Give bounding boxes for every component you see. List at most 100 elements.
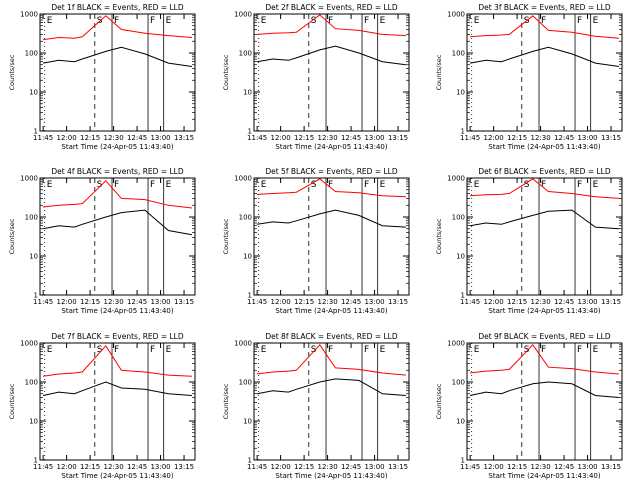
marker-label-f: F bbox=[328, 180, 333, 190]
x-tick-label: 12:15 bbox=[80, 298, 100, 306]
x-tick-label: 12:30 bbox=[103, 463, 123, 471]
series-line-events bbox=[43, 209, 192, 236]
panel-9: Det 9f BLACK = Events, RED = LLD E S F F E 1 10… bbox=[435, 332, 623, 480]
plot-frame bbox=[253, 342, 410, 461]
y-tick-label: 100 bbox=[452, 379, 465, 387]
x-tick-label: 12:15 bbox=[294, 463, 314, 471]
x-tick-label: 13:15 bbox=[388, 134, 408, 142]
x-tick-label: 13:15 bbox=[601, 463, 621, 471]
x-tick-label: 13:00 bbox=[364, 463, 384, 471]
series-line-events bbox=[469, 381, 619, 398]
y-tick-label: 10 bbox=[456, 253, 465, 261]
x-tick-label: 13:00 bbox=[577, 134, 597, 142]
x-tick-label: 13:15 bbox=[174, 298, 194, 306]
x-tick-label: 12:45 bbox=[341, 463, 361, 471]
panel-title: Det 7f BLACK = Events, RED = LLD bbox=[51, 332, 184, 341]
x-tick-label: 12:00 bbox=[57, 463, 77, 471]
x-tick-label: 12:15 bbox=[507, 134, 527, 142]
y-axis-label: Counts/sec bbox=[222, 54, 230, 90]
x-tick-label: 12:45 bbox=[341, 298, 361, 306]
y-tick-label: 100 bbox=[239, 50, 252, 58]
series-line-events bbox=[42, 381, 192, 396]
panel-title: Det 2f BLACK = Events, RED = LLD bbox=[265, 3, 398, 12]
x-tick-label: 12:30 bbox=[103, 134, 123, 142]
x-tick-label: 11:45 bbox=[33, 298, 53, 306]
panel-title: Det 6f BLACK = Events, RED = LLD bbox=[478, 167, 611, 176]
marker-label-e: E bbox=[593, 16, 599, 26]
y-axis-label: Counts/sec bbox=[8, 218, 16, 254]
x-tick-label: 12:45 bbox=[554, 134, 574, 142]
panel-7: Det 7f BLACK = Events, RED = LLD E S F F E 1 10… bbox=[8, 332, 196, 480]
x-tick-label: 11:45 bbox=[460, 463, 480, 471]
panel-2: Det 2f BLACK = Events, RED = LLD E S F F E 1 10… bbox=[222, 3, 410, 151]
x-tick-label: 12:00 bbox=[271, 298, 291, 306]
marker-label-f: F bbox=[541, 345, 546, 355]
x-tick-label: 13:00 bbox=[577, 463, 597, 471]
x-tick-label: 12:30 bbox=[317, 463, 337, 471]
plot-frame bbox=[39, 13, 196, 132]
plot-frame bbox=[466, 342, 623, 461]
panel-6: Det 6f BLACK = Events, RED = LLD E S F F E 1 10… bbox=[435, 167, 623, 315]
panel-5: Det 5f BLACK = Events, RED = LLD E S F F E 1 10… bbox=[222, 167, 410, 315]
marker-label-e: E bbox=[261, 16, 267, 26]
series-line-lld bbox=[43, 180, 192, 209]
x-tick-label: 11:45 bbox=[460, 298, 480, 306]
plot-frame bbox=[466, 13, 623, 132]
marker-label-e: E bbox=[166, 345, 172, 355]
marker-label-f: F bbox=[114, 16, 119, 26]
x-axis-label: Start Time (24-Apr-05 11:43:40) bbox=[275, 307, 387, 315]
y-tick-label: 1000 bbox=[20, 175, 38, 183]
y-tick-label: 1000 bbox=[234, 175, 252, 183]
x-tick-label: 13:15 bbox=[388, 463, 408, 471]
marker-label-s: S bbox=[97, 180, 103, 190]
y-axis-label: Counts/sec bbox=[222, 218, 230, 254]
marker-label-f: F bbox=[577, 345, 582, 355]
y-tick-label: 1 bbox=[461, 292, 465, 300]
panel-8: Det 8f BLACK = Events, RED = LLD E S F F E 1 10… bbox=[222, 332, 410, 480]
y-tick-label: 1000 bbox=[447, 11, 465, 19]
x-tick-label: 12:15 bbox=[294, 134, 314, 142]
y-tick-label: 100 bbox=[25, 214, 38, 222]
y-tick-label: 10 bbox=[243, 89, 252, 97]
x-tick-label: 12:45 bbox=[127, 134, 147, 142]
x-tick-label: 12:00 bbox=[57, 134, 77, 142]
marker-label-e: E bbox=[166, 16, 172, 26]
marker-label-e: E bbox=[380, 180, 386, 190]
plot-frame bbox=[39, 342, 196, 461]
x-tick-label: 13:15 bbox=[601, 298, 621, 306]
series-line-lld bbox=[257, 343, 406, 376]
x-axis-label: Start Time (24-Apr-05 11:43:40) bbox=[275, 472, 387, 480]
y-axis-label: Counts/sec bbox=[435, 383, 443, 419]
marker-label-e: E bbox=[593, 180, 599, 190]
x-tick-label: 13:00 bbox=[150, 134, 170, 142]
marker-label-f: F bbox=[150, 180, 155, 190]
x-tick-label: 12:45 bbox=[127, 463, 147, 471]
x-tick-label: 11:45 bbox=[247, 134, 267, 142]
y-tick-label: 100 bbox=[452, 214, 465, 222]
panel-title: Det 5f BLACK = Events, RED = LLD bbox=[265, 167, 398, 176]
marker-label-s: S bbox=[311, 180, 317, 190]
series-line-lld bbox=[470, 344, 619, 375]
y-tick-label: 10 bbox=[243, 418, 252, 426]
y-tick-label: 1000 bbox=[234, 11, 252, 19]
x-tick-label: 12:30 bbox=[530, 134, 550, 142]
x-tick-label: 12:45 bbox=[554, 298, 574, 306]
x-tick-label: 12:15 bbox=[507, 463, 527, 471]
x-axis-label: Start Time (24-Apr-05 11:43:40) bbox=[488, 307, 600, 315]
x-tick-label: 12:30 bbox=[317, 298, 337, 306]
marker-label-s: S bbox=[524, 180, 530, 190]
x-tick-label: 12:30 bbox=[317, 134, 337, 142]
panel-title: Det 8f BLACK = Events, RED = LLD bbox=[265, 332, 398, 341]
marker-label-e: E bbox=[593, 345, 599, 355]
x-tick-label: 13:15 bbox=[174, 463, 194, 471]
x-tick-label: 12:30 bbox=[530, 463, 550, 471]
x-tick-label: 13:15 bbox=[174, 134, 194, 142]
marker-label-s: S bbox=[97, 345, 103, 355]
marker-label-e: E bbox=[474, 180, 480, 190]
series-line-events bbox=[43, 46, 192, 67]
x-tick-label: 13:00 bbox=[364, 134, 384, 142]
plot-frame bbox=[253, 177, 410, 296]
marker-label-f: F bbox=[364, 180, 369, 190]
